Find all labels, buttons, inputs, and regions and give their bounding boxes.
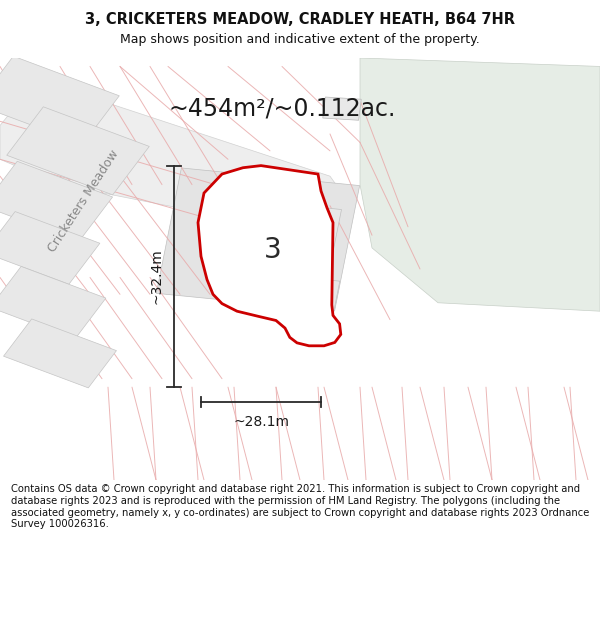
Polygon shape (260, 274, 340, 323)
Polygon shape (198, 166, 341, 346)
Polygon shape (7, 107, 149, 195)
Text: Map shows position and indicative extent of the property.: Map shows position and indicative extent… (120, 33, 480, 46)
Polygon shape (360, 58, 600, 311)
Polygon shape (0, 161, 113, 242)
Text: ~28.1m: ~28.1m (233, 414, 289, 429)
Polygon shape (0, 56, 119, 144)
Polygon shape (0, 266, 106, 339)
Text: Contains OS data © Crown copyright and database right 2021. This information is : Contains OS data © Crown copyright and d… (11, 484, 589, 529)
Polygon shape (323, 97, 361, 120)
Text: Cricketers Meadow: Cricketers Meadow (46, 148, 122, 255)
Polygon shape (157, 168, 359, 311)
Polygon shape (0, 83, 348, 235)
Text: 3, CRICKETERS MEADOW, CRADLEY HEATH, B64 7HR: 3, CRICKETERS MEADOW, CRADLEY HEATH, B64… (85, 12, 515, 27)
Polygon shape (0, 211, 100, 284)
Text: ~454m²/~0.112ac.: ~454m²/~0.112ac. (168, 97, 395, 121)
Text: ~32.4m: ~32.4m (149, 249, 163, 304)
Text: 3: 3 (264, 236, 282, 264)
Polygon shape (4, 319, 116, 388)
Polygon shape (259, 202, 341, 268)
